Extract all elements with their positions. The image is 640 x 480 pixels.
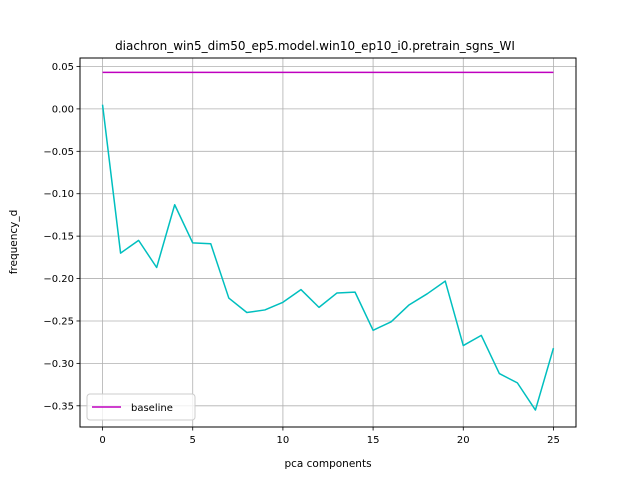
y-tick-label: −0.05 — [43, 147, 74, 158]
x-tick-label: 20 — [457, 435, 470, 446]
y-axis-label: frequency_d — [8, 210, 20, 275]
y-tick-label: −0.30 — [43, 359, 74, 370]
y-tick-label: −0.35 — [43, 401, 74, 412]
x-tick-label: 0 — [99, 435, 105, 446]
y-tick-label: −0.15 — [43, 232, 74, 243]
chart-title: diachron_win5_dim50_ep5.model.win10_ep10… — [115, 39, 515, 53]
x-tick-label: 5 — [190, 435, 196, 446]
legend-label-baseline: baseline — [131, 403, 173, 414]
x-tick-label: 15 — [367, 435, 380, 446]
legend: baseline — [87, 394, 195, 420]
y-tick-label: 0.05 — [52, 62, 74, 73]
y-tick-label: 0.00 — [52, 104, 74, 115]
y-tick-label: −0.20 — [43, 274, 74, 285]
x-tick-label: 10 — [277, 435, 290, 446]
y-tick-label: −0.25 — [43, 316, 74, 327]
x-tick-label: 25 — [547, 435, 560, 446]
x-axis-label: pca components — [284, 458, 371, 470]
y-tick-label: −0.10 — [43, 189, 74, 200]
